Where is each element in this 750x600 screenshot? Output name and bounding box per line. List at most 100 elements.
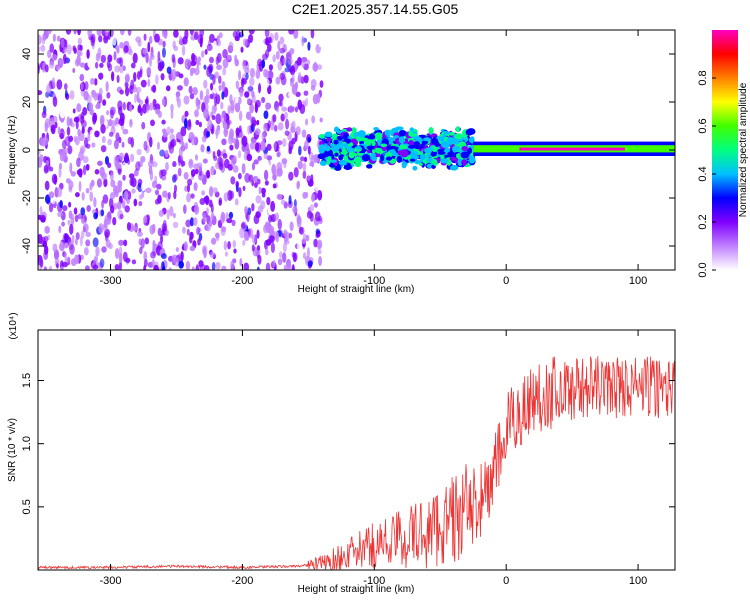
noise-cell xyxy=(264,180,269,186)
noise-cell xyxy=(199,30,205,37)
noise-cell xyxy=(226,218,233,224)
x-tick-label: 100 xyxy=(629,575,647,587)
signal-cell xyxy=(419,153,427,160)
signal-cell xyxy=(338,154,344,161)
noise-cell xyxy=(45,159,50,167)
signal-cell xyxy=(409,158,416,162)
noise-cell xyxy=(173,184,178,193)
noise-cell xyxy=(121,232,126,240)
noise-cell xyxy=(191,266,195,270)
noise-cell xyxy=(179,35,183,43)
noise-cell xyxy=(177,57,184,65)
noise-cell xyxy=(212,187,218,194)
signal-cell xyxy=(318,146,325,154)
noise-cell xyxy=(241,222,246,229)
noise-cell xyxy=(102,194,109,204)
noise-cell xyxy=(124,86,130,97)
noise-cell xyxy=(46,30,52,35)
noise-cell xyxy=(129,177,134,186)
noise-cell xyxy=(104,228,111,238)
noise-cell xyxy=(209,56,214,64)
noise-cell xyxy=(92,264,99,270)
noise-cell xyxy=(246,254,251,261)
noise-cell xyxy=(203,108,209,119)
noise-cell xyxy=(317,216,323,222)
noise-cell xyxy=(286,42,291,52)
noise-cell xyxy=(215,45,222,52)
noise-cell xyxy=(282,242,288,253)
signal-cell xyxy=(465,128,473,136)
bottom-y-axis-label: SNR (10 * v/v) xyxy=(7,418,18,482)
noise-cell xyxy=(56,79,63,90)
noise-cell xyxy=(59,242,65,252)
noise-cell xyxy=(43,164,49,174)
noise-cell xyxy=(211,114,216,121)
noise-cell xyxy=(288,30,295,35)
noise-cell xyxy=(87,58,93,69)
noise-cell xyxy=(101,199,104,209)
noise-cell xyxy=(60,266,64,270)
noise-cell xyxy=(170,103,174,112)
noise-cell xyxy=(118,252,123,263)
noise-cell xyxy=(276,140,283,146)
noise-cell xyxy=(110,71,115,82)
noise-cell xyxy=(119,30,125,36)
noise-cell xyxy=(237,150,242,159)
noise-cell xyxy=(265,102,270,111)
noise-cell xyxy=(108,119,113,127)
noise-cell xyxy=(221,91,225,100)
snr-series-line xyxy=(38,356,675,570)
noise-cell xyxy=(156,183,162,190)
noise-cell xyxy=(118,117,125,127)
noise-cell xyxy=(289,221,294,232)
noise-cell xyxy=(228,41,234,51)
top-x-axis-label: Height of straight line (km) xyxy=(298,284,415,295)
noise-cell xyxy=(215,162,220,170)
noise-cell xyxy=(51,53,58,61)
noise-cell xyxy=(307,41,311,51)
noise-cell xyxy=(100,124,106,134)
noise-cell xyxy=(240,46,244,53)
noise-cell xyxy=(117,185,122,193)
noise-cell xyxy=(95,246,100,257)
y-tick-label: 0.5 xyxy=(21,499,33,514)
noise-cell xyxy=(247,125,251,135)
noise-cell xyxy=(302,252,307,260)
signal-cell xyxy=(396,155,403,163)
noise-cell xyxy=(238,70,242,81)
noise-cell xyxy=(134,169,138,177)
noise-cell xyxy=(114,65,121,73)
noise-cell xyxy=(78,180,82,192)
noise-cell xyxy=(72,67,76,74)
noise-cell xyxy=(194,67,200,76)
noise-cell xyxy=(299,265,305,270)
noise-cell xyxy=(173,173,178,182)
noise-cell xyxy=(220,226,226,236)
noise-cell xyxy=(291,264,295,270)
noise-cell xyxy=(149,56,152,68)
noise-cell xyxy=(88,102,94,111)
noise-cell xyxy=(183,77,189,87)
noise-cell xyxy=(105,81,109,92)
noise-cell xyxy=(317,249,322,255)
noise-cell xyxy=(53,174,57,185)
noise-cell xyxy=(263,169,269,181)
noise-cell xyxy=(75,232,80,240)
noise-cell xyxy=(299,104,306,115)
noise-cell xyxy=(209,93,214,100)
noise-cell xyxy=(44,118,51,129)
noise-cell xyxy=(80,111,85,120)
noise-cell xyxy=(203,79,208,89)
noise-cell xyxy=(73,116,80,123)
signal-cell xyxy=(444,147,451,153)
noise-cell xyxy=(246,97,252,105)
noise-cell xyxy=(107,138,112,146)
noise-cell xyxy=(157,227,162,237)
noise-cell xyxy=(293,30,299,39)
noise-cell xyxy=(158,209,165,217)
noise-cell xyxy=(155,103,161,111)
signal-cell xyxy=(426,153,432,158)
noise-cell xyxy=(206,169,210,179)
noise-cell xyxy=(277,122,284,131)
signal-cell xyxy=(413,136,423,141)
